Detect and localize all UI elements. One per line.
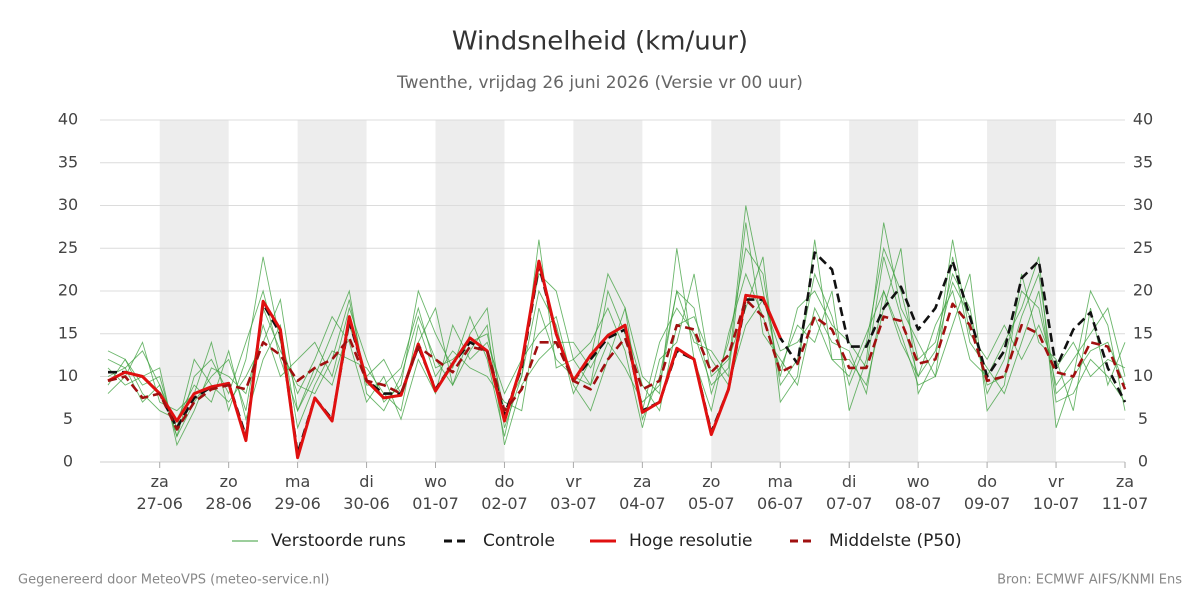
x-tick-date: 10-07 <box>1033 494 1080 513</box>
x-tick-day: wo <box>907 472 930 491</box>
x-tick-label: zo 05-07 <box>688 472 735 513</box>
x-tick-label: za 04-07 <box>619 472 666 513</box>
y-tick-label-right: 25 <box>1133 238 1153 257</box>
x-tick-label: do 09-07 <box>964 472 1011 513</box>
series-line <box>108 251 1127 455</box>
x-tick-day: vr <box>1048 472 1064 491</box>
y-tick-label-right: 10 <box>1133 366 1153 385</box>
x-tick-label: za 27-06 <box>136 472 183 513</box>
x-tick-label: do 02-07 <box>481 472 528 513</box>
y-tick-label: 20 <box>58 281 78 300</box>
y-tick-label-right: 40 <box>1133 110 1153 129</box>
x-tick-day: wo <box>424 472 447 491</box>
ensemble-line <box>107 222 1126 430</box>
footer-left: Gegenereerd door MeteoVPS (meteo-service… <box>18 573 329 588</box>
x-tick-label: wo 01-07 <box>412 472 459 513</box>
x-tick-day: zo <box>702 472 720 491</box>
x-tick-date: 07-07 <box>826 494 873 513</box>
x-tick-date: 09-07 <box>964 494 1011 513</box>
x-tick-date: 28-06 <box>205 494 252 513</box>
x-tick-label: vr 10-07 <box>1033 472 1080 513</box>
x-tick-date: 11-07 <box>1102 494 1149 513</box>
ensemble-line <box>107 246 1126 438</box>
footer-right: Bron: ECMWF AIFS/KNMI Ens <box>997 573 1182 588</box>
x-tick-day: ma <box>285 472 310 491</box>
x-tick-label: di 30-06 <box>343 472 390 513</box>
x-tick-date: 04-07 <box>619 494 666 513</box>
y-tick-label-right: 30 <box>1133 195 1153 214</box>
y-tick-label-right: 15 <box>1133 323 1153 342</box>
y-tick-label-right: 35 <box>1133 152 1153 171</box>
chart-subtitle: Twenthe, vrijdag 26 juni 2026 (Versie vr… <box>396 73 803 93</box>
y-tick-label-right: 5 <box>1138 409 1148 428</box>
x-tick-date: 27-06 <box>136 494 183 513</box>
x-tick-label: wo 08-07 <box>895 472 942 513</box>
series-line <box>107 259 782 460</box>
x-tick-date: 02-07 <box>481 494 528 513</box>
y-tick-label: 5 <box>63 409 73 428</box>
y-tick-label-right: 0 <box>1138 452 1148 471</box>
y-tick-label: 35 <box>58 152 78 171</box>
x-tick-date: 05-07 <box>688 494 735 513</box>
x-tick-day: za <box>151 472 169 491</box>
legend-label: Hoge resolutie <box>629 531 753 551</box>
x-tick-date: 06-07 <box>757 494 804 513</box>
x-tick-date: 30-06 <box>343 494 390 513</box>
y-tick-label: 25 <box>58 238 78 257</box>
x-tick-day: za <box>633 472 651 491</box>
y-tick-label: 15 <box>58 323 78 342</box>
x-tick-date: 01-07 <box>412 494 459 513</box>
legend-label: Verstoorde runs <box>271 531 406 551</box>
ensemble-line <box>107 205 1126 438</box>
x-tick-day: zo <box>220 472 238 491</box>
y-tick-label: 10 <box>58 366 78 385</box>
y-tick-label-right: 20 <box>1133 281 1153 300</box>
x-tick-day: vr <box>565 472 581 491</box>
x-tick-day: di <box>359 472 374 491</box>
chart-title: Windsnelheid (km/uur) <box>452 27 748 57</box>
x-tick-label: ma 06-07 <box>757 472 804 513</box>
y-tick-label: 30 <box>58 195 78 214</box>
x-tick-label: zo 28-06 <box>205 472 252 513</box>
y-tick-label: 0 <box>63 452 73 471</box>
ensemble-line <box>107 222 1126 447</box>
legend-label: Middelste (P50) <box>829 531 962 551</box>
series-line <box>107 298 1127 431</box>
legend-label: Controle <box>483 531 555 551</box>
y-tick-label: 40 <box>58 110 78 129</box>
x-tick-day: za <box>1116 472 1134 491</box>
x-tick-label: di 07-07 <box>826 472 873 513</box>
x-tick-day: ma <box>768 472 793 491</box>
x-tick-label: vr 03-07 <box>550 472 597 513</box>
x-tick-label: za 11-07 <box>1102 472 1149 513</box>
x-tick-day: di <box>842 472 857 491</box>
x-tick-date: 29-06 <box>274 494 321 513</box>
x-tick-day: do <box>977 472 997 491</box>
x-tick-date: 08-07 <box>895 494 942 513</box>
x-tick-date: 03-07 <box>550 494 597 513</box>
x-tick-day: do <box>494 472 514 491</box>
x-tick-label: ma 29-06 <box>274 472 321 513</box>
